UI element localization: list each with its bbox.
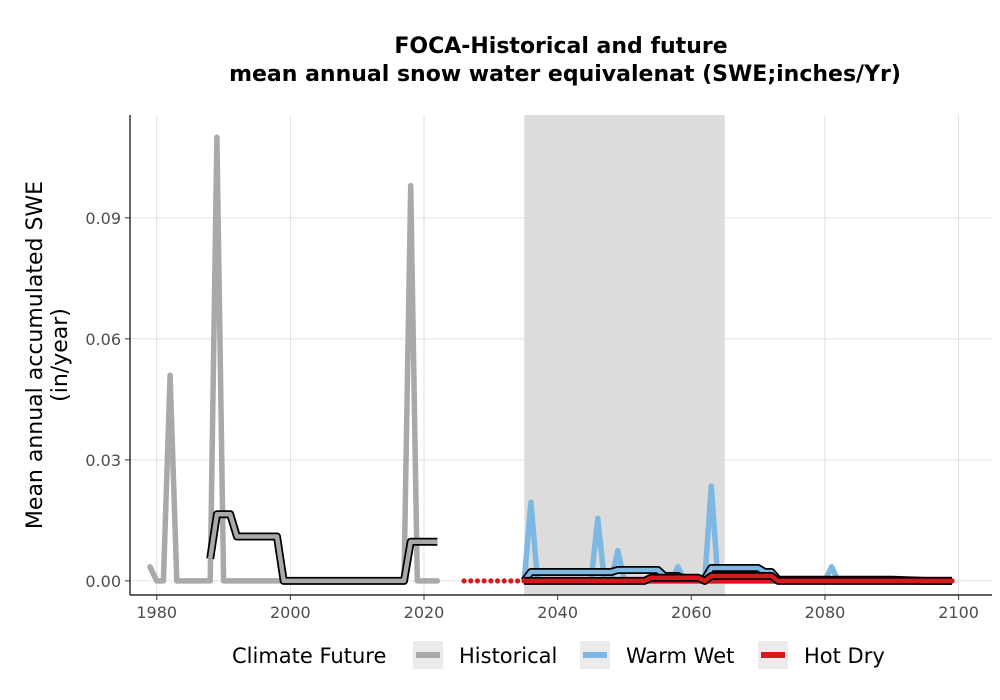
hot-dry-point <box>488 578 494 584</box>
x-tick-label: 2040 <box>537 603 578 622</box>
hot-dry-point <box>501 578 507 584</box>
hot-dry-point <box>481 578 487 584</box>
historical-smooth-line <box>207 512 438 584</box>
x-tick-label: 2080 <box>805 603 846 622</box>
y-tick-label: 0.03 <box>85 451 121 470</box>
hot-dry-point <box>468 578 474 584</box>
y-tick-label: 0.06 <box>85 330 121 349</box>
legend-title: Climate Future <box>232 644 386 668</box>
legend-label-historical: Historical <box>459 644 557 668</box>
historical-line <box>147 134 441 584</box>
y-tick-label: 0.09 <box>85 209 121 228</box>
y-axis-title-units: (in/year) <box>48 308 73 402</box>
shaded-projection-period <box>524 115 725 595</box>
legend-label-hot-dry: Hot Dry <box>804 644 885 668</box>
hot-dry-smooth-line <box>524 573 952 584</box>
tick-layer: 1980 2000 2020 2040 2060 2080 2100 0.00 0.03 0.06… <box>85 209 979 622</box>
grid-layer <box>130 115 992 595</box>
x-tick-label: 2100 <box>938 603 979 622</box>
x-tick-label: 1980 <box>136 603 177 622</box>
legend: Climate Future Historical Warm Wet Hot D… <box>232 641 885 669</box>
hot-dry-point <box>461 578 467 584</box>
x-tick-label: 2020 <box>404 603 445 622</box>
hot-dry-point <box>494 578 501 584</box>
hot-dry-point <box>514 578 521 584</box>
y-tick-label: 0.00 <box>85 572 121 591</box>
shaded-period-layer <box>524 115 725 595</box>
hot-dry-point <box>474 578 481 584</box>
x-tick-label: 2060 <box>671 603 712 622</box>
chart-title: FOCA-Historical and future <box>394 34 727 59</box>
hot-dry-point <box>508 578 514 584</box>
chart-subtitle: mean annual snow water equivalenat (SWE;… <box>229 62 901 87</box>
y-axis-title: Mean annual accumulated SWE <box>23 181 48 529</box>
legend-label-warm-wet: Warm Wet <box>626 644 734 668</box>
x-tick-label: 2000 <box>270 603 311 622</box>
series-layer <box>147 134 955 585</box>
